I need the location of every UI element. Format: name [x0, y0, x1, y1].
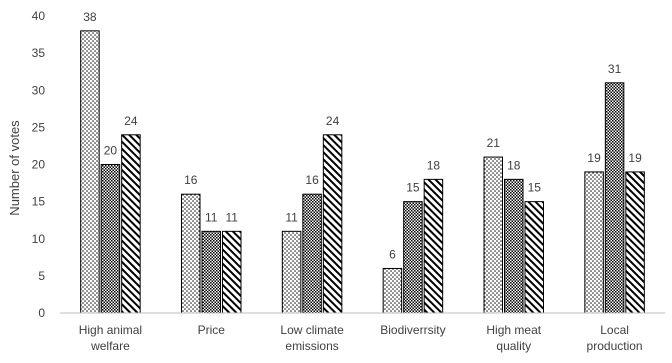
- category-label: High meat: [486, 323, 541, 337]
- data-labels: 38 20 24 16 11 11 11 16 24 6 15 18 21 18 15 19 31 19: [83, 10, 642, 262]
- data-label: 21: [487, 136, 501, 150]
- data-label: 24: [326, 114, 340, 128]
- bar-crosshatch: [504, 178, 524, 314]
- data-label: 24: [124, 114, 138, 128]
- bar-dots: [80, 30, 100, 314]
- data-label: 16: [305, 173, 319, 187]
- y-tick-label: 10: [32, 232, 46, 246]
- bar-crosshatch: [302, 193, 322, 314]
- data-label: 38: [83, 10, 97, 24]
- bar-crosshatch: [604, 82, 625, 314]
- category-label: Low climate: [280, 323, 344, 337]
- bar-dots: [483, 156, 503, 314]
- bar-crosshatch: [403, 201, 423, 314]
- y-tick-label: 5: [38, 269, 45, 283]
- y-tick-label: 35: [32, 46, 46, 60]
- data-label: 16: [184, 173, 198, 187]
- bar-diagonal: [423, 178, 444, 314]
- data-label: 31: [608, 62, 622, 76]
- y-tick-label: 40: [32, 9, 46, 23]
- category-label: Biodiverrsity: [380, 323, 445, 337]
- y-tick-label: 0: [38, 306, 45, 320]
- bar-crosshatch: [100, 164, 121, 314]
- bar-diagonal: [524, 201, 544, 314]
- category-label: welfare: [90, 339, 130, 353]
- category-label: quality: [496, 339, 531, 353]
- category-label: Local: [600, 323, 629, 337]
- data-label: 18: [507, 158, 521, 172]
- category-label: production: [587, 339, 643, 353]
- data-label: 6: [389, 247, 396, 261]
- y-tick-label: 30: [32, 83, 46, 97]
- y-tick-label: 15: [32, 195, 46, 209]
- data-label: 11: [205, 210, 218, 224]
- bar-dots: [281, 230, 302, 314]
- data-label: 20: [104, 144, 118, 158]
- data-label: 15: [528, 181, 542, 195]
- data-label: 11: [285, 210, 298, 224]
- y-tick-label: 20: [32, 158, 46, 172]
- data-label: 11: [226, 210, 239, 224]
- category-label: High animal: [79, 323, 142, 337]
- y-axis-title: Number of votes: [7, 120, 22, 216]
- bar-dots: [181, 193, 201, 314]
- category-labels: High animal welfare Price Low climate emissi…: [79, 323, 643, 353]
- bar-diagonal: [322, 134, 343, 314]
- bars: [80, 30, 645, 314]
- bar-diagonal: [222, 230, 242, 314]
- category-label: emissions: [285, 339, 338, 353]
- bar-diagonal: [625, 171, 645, 314]
- bar-dots: [382, 267, 403, 314]
- y-axis-ticks: 0 5 10 15 20 25 30 35 40: [32, 9, 46, 320]
- category-label: Price: [198, 323, 226, 337]
- data-label: 15: [406, 181, 420, 195]
- bar-diagonal: [121, 134, 141, 314]
- y-tick-label: 25: [32, 120, 46, 134]
- data-label: 19: [587, 151, 601, 165]
- bar-dots: [584, 171, 604, 314]
- data-label: 18: [427, 158, 441, 172]
- bar-crosshatch: [201, 230, 221, 314]
- data-label: 19: [628, 151, 642, 165]
